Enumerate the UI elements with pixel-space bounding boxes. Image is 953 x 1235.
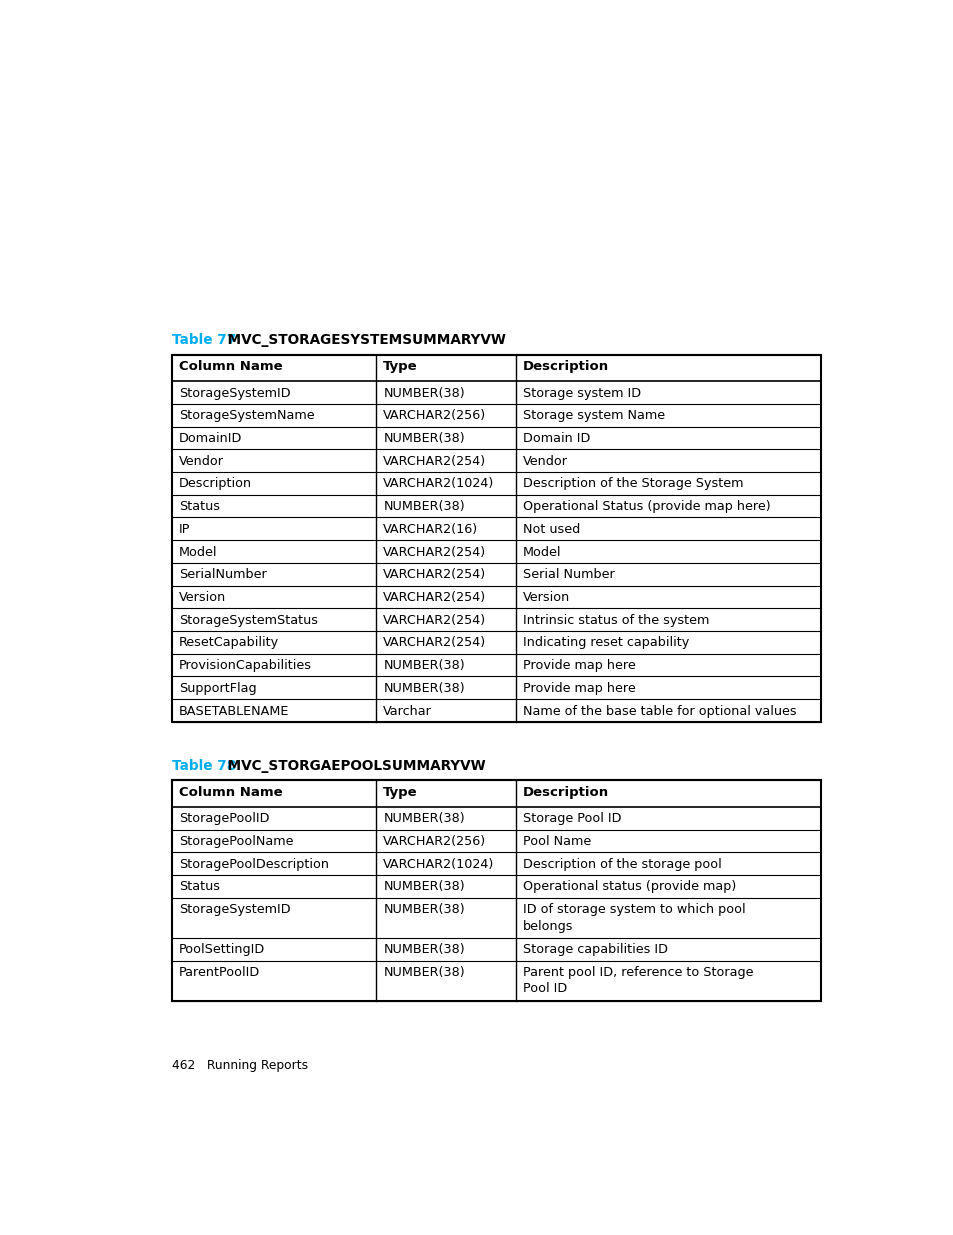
Text: Indicating reset capability: Indicating reset capability xyxy=(522,636,688,650)
Text: VARCHAR2(256): VARCHAR2(256) xyxy=(383,835,486,848)
Text: VARCHAR2(254): VARCHAR2(254) xyxy=(383,546,486,558)
Text: StorageSystemID: StorageSystemID xyxy=(179,387,291,399)
Text: VARCHAR2(254): VARCHAR2(254) xyxy=(383,636,486,650)
Text: VARCHAR2(256): VARCHAR2(256) xyxy=(383,409,486,422)
Text: Provide map here: Provide map here xyxy=(522,682,635,695)
Text: Domain ID: Domain ID xyxy=(522,432,590,445)
Text: Description: Description xyxy=(522,785,608,799)
Text: Parent pool ID, reference to Storage
Pool ID: Parent pool ID, reference to Storage Poo… xyxy=(522,966,753,995)
Text: Name of the base table for optional values: Name of the base table for optional valu… xyxy=(522,704,796,718)
Text: MVC_STORAGESYSTEMSUMMARYVW: MVC_STORAGESYSTEMSUMMARYVW xyxy=(218,333,506,347)
Text: VARCHAR2(254): VARCHAR2(254) xyxy=(383,592,486,604)
Text: Operational Status (provide map here): Operational Status (provide map here) xyxy=(522,500,769,513)
Text: Model: Model xyxy=(179,546,217,558)
Text: Column Name: Column Name xyxy=(179,359,282,373)
Text: Table 78: Table 78 xyxy=(172,758,236,773)
Text: Description: Description xyxy=(179,478,252,490)
Text: PoolSettingID: PoolSettingID xyxy=(179,944,265,956)
Text: VARCHAR2(254): VARCHAR2(254) xyxy=(383,568,486,582)
Text: SupportFlag: SupportFlag xyxy=(179,682,256,695)
Text: NUMBER(38): NUMBER(38) xyxy=(383,659,464,672)
Text: Provide map here: Provide map here xyxy=(522,659,635,672)
Text: Vendor: Vendor xyxy=(179,454,224,468)
Text: NUMBER(38): NUMBER(38) xyxy=(383,682,464,695)
Text: VARCHAR2(1024): VARCHAR2(1024) xyxy=(383,858,494,871)
Text: Version: Version xyxy=(179,592,226,604)
Text: Status: Status xyxy=(179,500,220,513)
Text: Table 77: Table 77 xyxy=(172,333,236,347)
Text: NUMBER(38): NUMBER(38) xyxy=(383,881,464,893)
Text: Type: Type xyxy=(383,359,417,373)
Text: Intrinsic status of the system: Intrinsic status of the system xyxy=(522,614,708,626)
Text: Storage system Name: Storage system Name xyxy=(522,409,664,422)
Text: NUMBER(38): NUMBER(38) xyxy=(383,966,464,979)
Text: NUMBER(38): NUMBER(38) xyxy=(383,432,464,445)
Text: NUMBER(38): NUMBER(38) xyxy=(383,500,464,513)
Text: Column Name: Column Name xyxy=(179,785,282,799)
Text: Pool Name: Pool Name xyxy=(522,835,590,848)
Text: NUMBER(38): NUMBER(38) xyxy=(383,944,464,956)
Text: NUMBER(38): NUMBER(38) xyxy=(383,813,464,825)
Text: Not used: Not used xyxy=(522,522,579,536)
Text: ResetCapability: ResetCapability xyxy=(179,636,279,650)
Text: VARCHAR2(254): VARCHAR2(254) xyxy=(383,454,486,468)
Text: StorageSystemStatus: StorageSystemStatus xyxy=(179,614,317,626)
Text: IP: IP xyxy=(179,522,191,536)
Bar xyxy=(172,781,820,1000)
Text: MVC_STORGAEPOOLSUMMARYVW: MVC_STORGAEPOOLSUMMARYVW xyxy=(218,758,486,773)
Text: VARCHAR2(16): VARCHAR2(16) xyxy=(383,522,477,536)
Text: SerialNumber: SerialNumber xyxy=(179,568,267,582)
Text: Model: Model xyxy=(522,546,560,558)
Text: Status: Status xyxy=(179,881,220,893)
Text: Description of the storage pool: Description of the storage pool xyxy=(522,858,720,871)
Text: Storage Pool ID: Storage Pool ID xyxy=(522,813,620,825)
Text: ParentPoolID: ParentPoolID xyxy=(179,966,260,979)
Text: Type: Type xyxy=(383,785,417,799)
Text: Version: Version xyxy=(522,592,569,604)
Text: Varchar: Varchar xyxy=(383,704,432,718)
Text: Storage capabilities ID: Storage capabilities ID xyxy=(522,944,667,956)
Text: Description: Description xyxy=(522,359,608,373)
Text: ProvisionCapabilities: ProvisionCapabilities xyxy=(179,659,312,672)
Bar xyxy=(172,354,820,721)
Text: 462   Running Reports: 462 Running Reports xyxy=(172,1060,308,1072)
Text: Storage system ID: Storage system ID xyxy=(522,387,640,399)
Text: StoragePoolName: StoragePoolName xyxy=(179,835,294,848)
Text: StorageSystemID: StorageSystemID xyxy=(179,903,291,916)
Text: BASETABLENAME: BASETABLENAME xyxy=(179,704,289,718)
Text: StoragePoolDescription: StoragePoolDescription xyxy=(179,858,329,871)
Text: StoragePoolID: StoragePoolID xyxy=(179,813,269,825)
Text: StorageSystemName: StorageSystemName xyxy=(179,409,314,422)
Text: ID of storage system to which pool
belongs: ID of storage system to which pool belon… xyxy=(522,903,744,932)
Text: NUMBER(38): NUMBER(38) xyxy=(383,387,464,399)
Text: Operational status (provide map): Operational status (provide map) xyxy=(522,881,735,893)
Text: VARCHAR2(254): VARCHAR2(254) xyxy=(383,614,486,626)
Text: NUMBER(38): NUMBER(38) xyxy=(383,903,464,916)
Text: Vendor: Vendor xyxy=(522,454,567,468)
Text: VARCHAR2(1024): VARCHAR2(1024) xyxy=(383,478,494,490)
Text: Description of the Storage System: Description of the Storage System xyxy=(522,478,742,490)
Text: DomainID: DomainID xyxy=(179,432,242,445)
Text: Serial Number: Serial Number xyxy=(522,568,614,582)
